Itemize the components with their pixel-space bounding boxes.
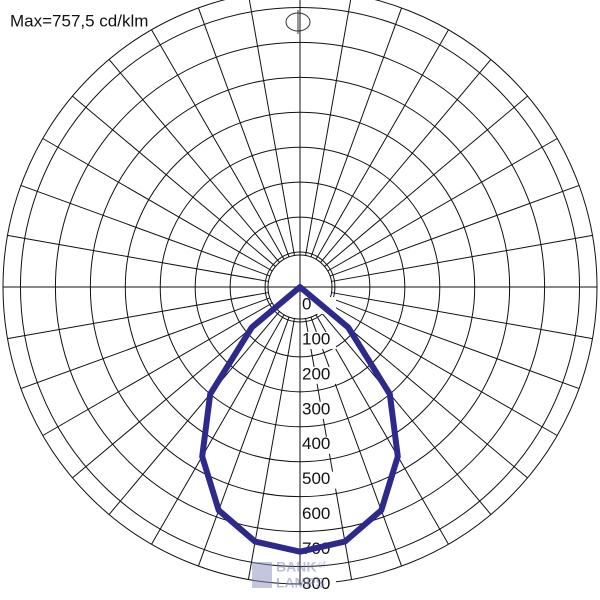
tick-label-bg [302,471,336,489]
grid-spoke [331,292,593,340]
chart-title: Max=757,5 cd/klm [10,11,148,30]
grid-spoke [248,0,295,256]
watermark-text: of [318,559,326,569]
watermark: BANK of LAMPS [252,559,326,591]
grid-spoke [331,234,593,282]
grid-spoke [324,307,528,479]
grid-spoke [329,297,580,390]
grid-spoke [315,29,449,260]
grid-spoke [197,316,290,567]
grid-spoke [327,302,558,436]
grid-spoke [151,29,285,260]
grid-spoke [108,311,280,515]
grid-spoke [310,7,403,258]
grid-spoke [197,7,290,258]
grid-spoke [324,95,528,267]
watermark-text: LAMPS [276,575,325,591]
tick-label-bg [302,576,336,594]
intensity-curve [199,284,401,555]
grid-spoke [310,316,403,567]
tick-label-bg [302,366,336,384]
r-tick-label: 500 [302,469,330,488]
r-tick-label: 0 [302,294,311,313]
grid-spoke [305,0,352,256]
grid-spoke [327,138,558,272]
watermark-icon [252,562,272,588]
grid-spoke [151,314,285,545]
tick-label-bg [302,331,336,349]
tick-label-bg [302,506,336,524]
grid-spoke [315,314,449,545]
r-tick-label: 600 [302,504,330,523]
grid-spoke [7,292,269,340]
tick-label-bg [302,436,336,454]
r-tick-label: 800 [302,574,330,593]
r-tick-label: 200 [302,364,330,383]
grid-spoke [7,234,269,282]
grid-spoke [20,184,271,277]
watermark-text: BANK [276,559,316,575]
tick-label-bg [302,401,336,419]
r-tick-label: 300 [302,399,330,418]
grid-spoke [42,138,273,272]
rotation-icon [285,10,311,34]
grid-spoke [72,307,276,479]
r-tick-label: 100 [302,329,330,348]
grid-spoke [108,59,280,263]
r-tick-label: 400 [302,434,330,453]
grid-spoke [20,297,271,390]
grid-spoke [72,95,276,267]
grid-spoke [329,184,580,277]
grid-spoke [320,311,492,515]
grid-spoke [320,59,492,263]
grid-spoke [42,302,273,436]
grid-spoke [247,318,295,580]
